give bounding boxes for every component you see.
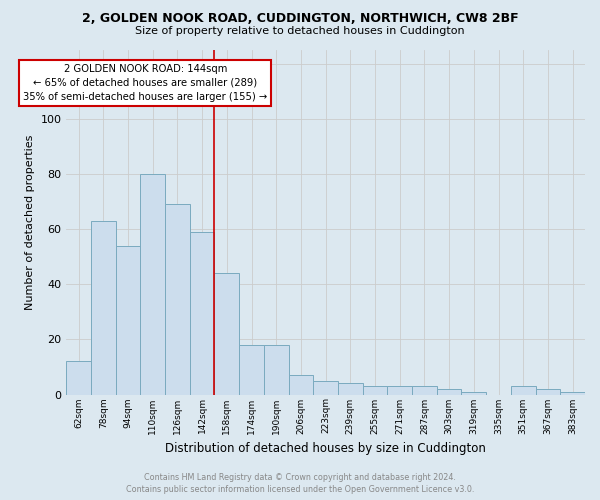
Bar — [461, 392, 486, 394]
Bar — [165, 204, 190, 394]
Bar — [66, 362, 91, 394]
Text: 2 GOLDEN NOOK ROAD: 144sqm
← 65% of detached houses are smaller (289)
35% of sem: 2 GOLDEN NOOK ROAD: 144sqm ← 65% of deta… — [23, 64, 268, 102]
Bar — [116, 246, 140, 394]
Bar — [388, 386, 412, 394]
Bar — [536, 389, 560, 394]
Bar — [511, 386, 536, 394]
Bar — [190, 232, 214, 394]
Bar — [214, 273, 239, 394]
Bar — [91, 221, 116, 394]
Bar — [338, 384, 362, 394]
Bar — [437, 389, 461, 394]
Text: Size of property relative to detached houses in Cuddington: Size of property relative to detached ho… — [135, 26, 465, 36]
Text: 2, GOLDEN NOOK ROAD, CUDDINGTON, NORTHWICH, CW8 2BF: 2, GOLDEN NOOK ROAD, CUDDINGTON, NORTHWI… — [82, 12, 518, 26]
Bar — [560, 392, 585, 394]
Bar — [289, 375, 313, 394]
Bar — [239, 345, 264, 395]
X-axis label: Distribution of detached houses by size in Cuddington: Distribution of detached houses by size … — [165, 442, 486, 455]
Bar — [362, 386, 388, 394]
Bar — [140, 174, 165, 394]
Text: Contains HM Land Registry data © Crown copyright and database right 2024.
Contai: Contains HM Land Registry data © Crown c… — [126, 472, 474, 494]
Bar — [412, 386, 437, 394]
Y-axis label: Number of detached properties: Number of detached properties — [25, 134, 35, 310]
Bar — [313, 380, 338, 394]
Bar — [264, 345, 289, 395]
